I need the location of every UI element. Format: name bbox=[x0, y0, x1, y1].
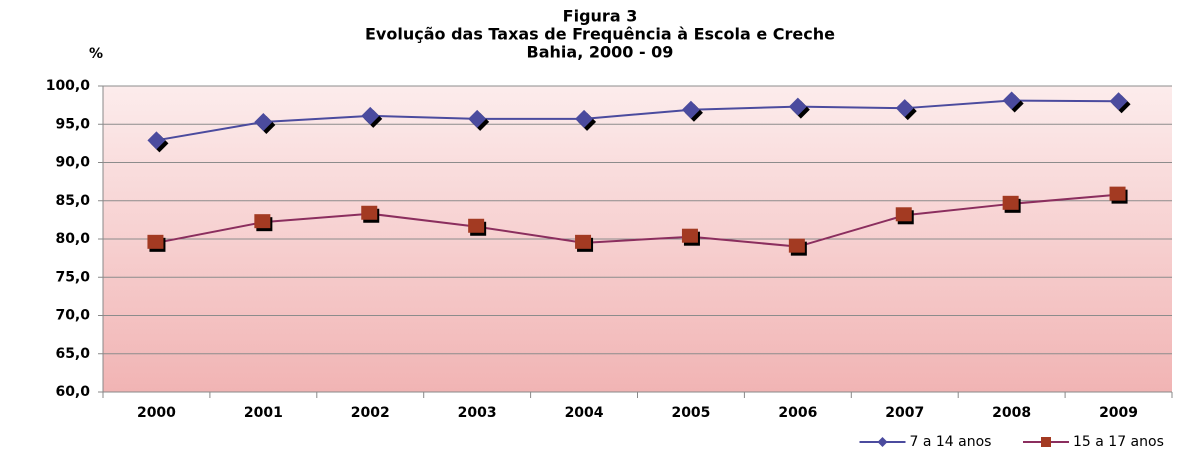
y-tick-label: 95,0 bbox=[55, 116, 90, 132]
legend-marker bbox=[1041, 437, 1051, 447]
series-line bbox=[156, 193, 1119, 248]
x-tick-label: 2006 bbox=[778, 405, 817, 421]
data-point bbox=[361, 205, 378, 220]
data-point bbox=[254, 112, 273, 131]
data-point bbox=[468, 218, 485, 233]
x-tick-label: 2004 bbox=[565, 405, 604, 421]
y-axis-label: % bbox=[89, 46, 103, 62]
x-tick-label: 2001 bbox=[244, 405, 283, 421]
legend-label: 7 a 14 anos bbox=[910, 434, 992, 450]
chart-title: Evolução das Taxas de Frequência à Escol… bbox=[365, 25, 835, 44]
data-point bbox=[788, 238, 805, 253]
data-point bbox=[1002, 195, 1019, 210]
legend-marker bbox=[877, 437, 888, 447]
y-tick-label: 60,0 bbox=[55, 384, 90, 400]
data-point bbox=[681, 100, 700, 119]
y-tick-label: 80,0 bbox=[55, 231, 90, 247]
data-point bbox=[468, 109, 487, 128]
legend-label: 15 a 17 anos bbox=[1073, 434, 1164, 450]
y-tick-label: 70,0 bbox=[55, 308, 90, 324]
data-point bbox=[1109, 92, 1128, 111]
data-point bbox=[575, 234, 592, 249]
x-tick-label: 2003 bbox=[458, 405, 497, 421]
x-tick-label: 2009 bbox=[1099, 405, 1138, 421]
x-tick-label: 2007 bbox=[885, 405, 924, 421]
y-tick-label: 75,0 bbox=[55, 269, 90, 285]
x-tick-label: 2005 bbox=[671, 405, 710, 421]
x-tick-label: 2000 bbox=[137, 405, 176, 421]
data-point bbox=[788, 97, 807, 116]
y-tick-label: 90,0 bbox=[55, 155, 90, 171]
data-point bbox=[895, 99, 914, 118]
y-tick-label: 65,0 bbox=[55, 346, 90, 362]
data-point bbox=[681, 228, 698, 243]
data-point bbox=[575, 109, 594, 128]
chart-title: Figura 3 bbox=[563, 7, 638, 26]
data-point bbox=[1002, 91, 1021, 110]
y-tick-label: 100,0 bbox=[46, 78, 91, 94]
data-point bbox=[895, 207, 912, 222]
data-point bbox=[147, 131, 166, 150]
data-point bbox=[254, 214, 271, 229]
chart-title: Bahia, 2000 - 09 bbox=[527, 43, 674, 62]
data-point bbox=[1109, 186, 1126, 201]
x-tick-label: 2002 bbox=[351, 405, 390, 421]
data-point bbox=[361, 106, 380, 125]
series-line bbox=[156, 99, 1119, 142]
y-tick-label: 85,0 bbox=[55, 193, 90, 209]
x-tick-label: 2008 bbox=[992, 405, 1031, 421]
data-point bbox=[147, 234, 164, 249]
